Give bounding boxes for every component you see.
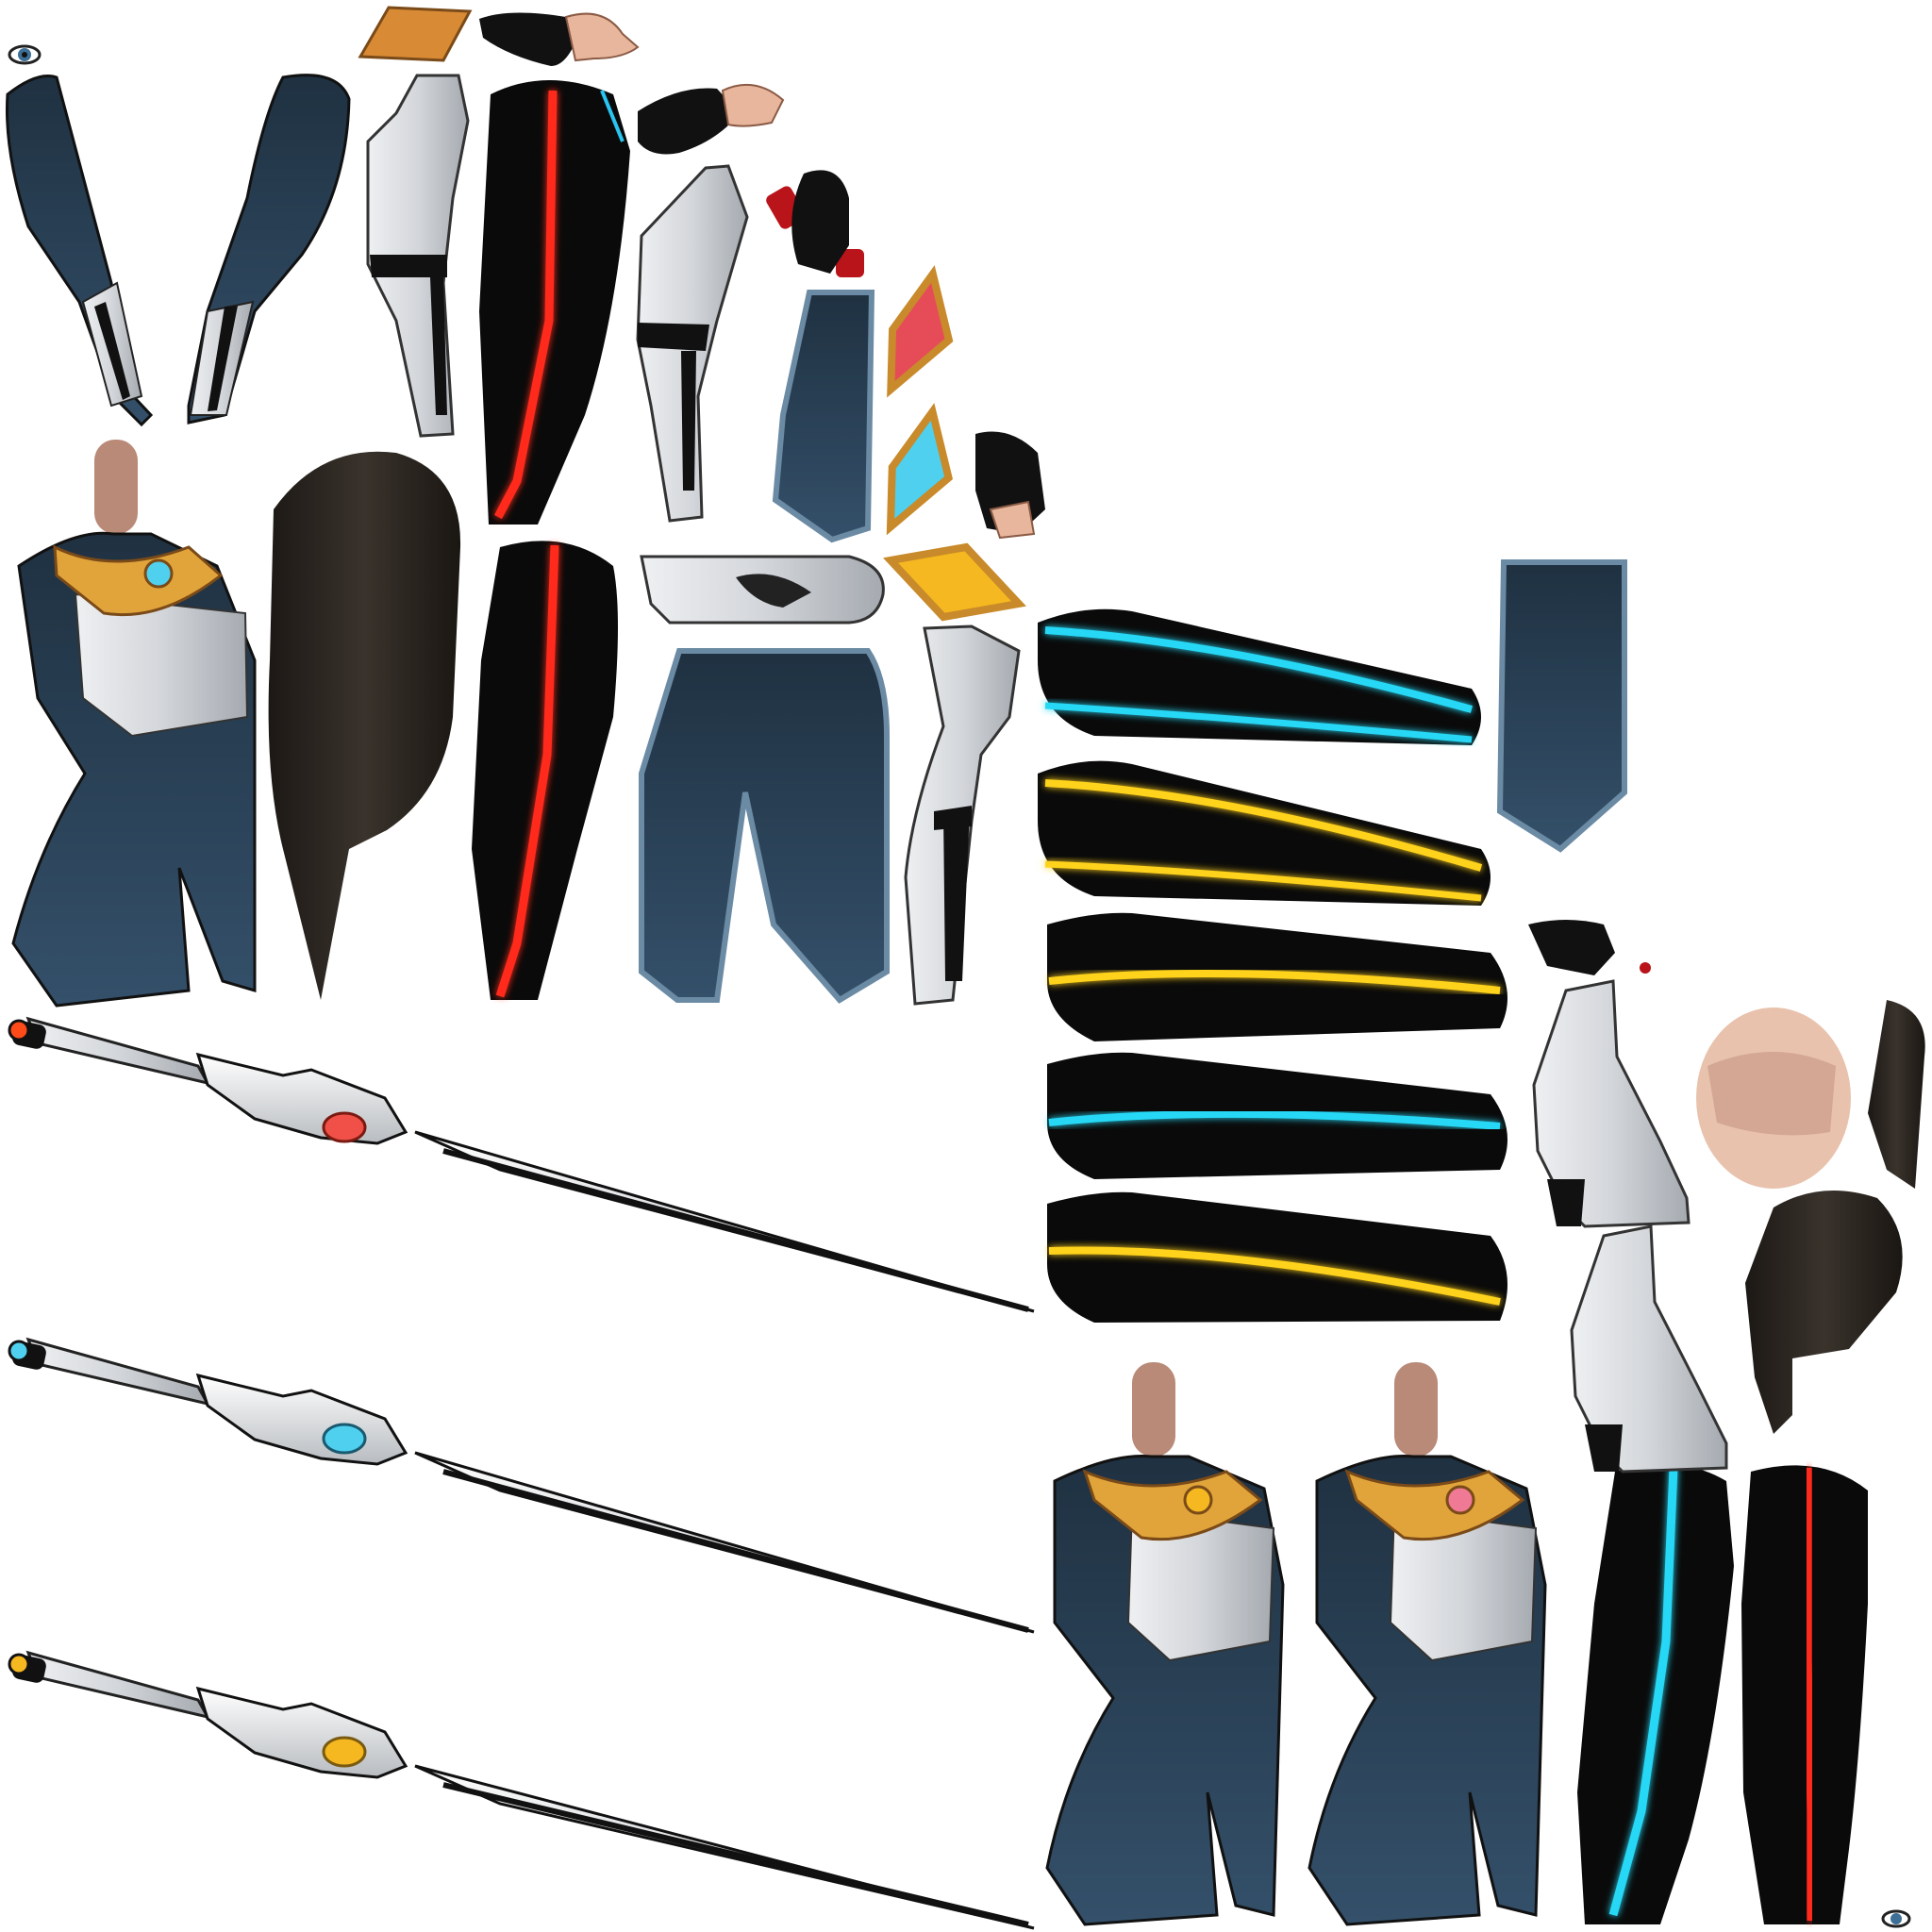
armored-leg-3: [904, 625, 1021, 1006]
torso-yellow: [1045, 1362, 1285, 1926]
legging-red-1: [479, 80, 630, 525]
sleeve-glow-cyan-1: [1038, 608, 1481, 745]
eye-icon: [1881, 1909, 1911, 1928]
hair-bangs-small: [1868, 1000, 1925, 1189]
sleeve-glow-yellow-1: [1038, 760, 1491, 906]
coat-skirt-small: [772, 290, 875, 543]
glove-fist-1: [791, 170, 849, 274]
legging-red-2: [472, 541, 618, 1000]
armored-leg-4: [640, 555, 885, 625]
hair-bangs-large: [1745, 1191, 1903, 1434]
glove-hand-mid: [638, 84, 785, 155]
armored-leg-2: [636, 164, 749, 523]
crystal-gem-yellow: [883, 542, 1026, 622]
legging-cyan: [1577, 1464, 1734, 1924]
leather-patch: [358, 6, 473, 62]
legging-red-3: [1741, 1465, 1868, 1924]
sleeve-glow-cyan-2: [1047, 1052, 1507, 1179]
face: [1696, 1008, 1851, 1189]
armored-leg-1: [366, 74, 470, 438]
hair-ponytail: [268, 451, 461, 1000]
coat-skirt-large: [639, 648, 890, 1004]
sword-red: [8, 1016, 1035, 1313]
sword-cyan: [8, 1337, 1035, 1634]
torso-pink: [1307, 1362, 1547, 1926]
torso-cyan: [11, 440, 257, 1008]
sleeve-glow-yellow-2: [1047, 912, 1507, 1041]
crystal-gem-cyan: [886, 403, 954, 536]
crystal-gem-red: [887, 265, 954, 398]
boot-2: [1570, 1224, 1728, 1474]
coat-sleeve-right: [187, 74, 351, 425]
coat-skirt-right: [1496, 559, 1627, 853]
glove-fist-2: [975, 431, 1045, 540]
glove-hand-top: [479, 12, 640, 67]
eye-icon: [8, 44, 42, 65]
boot-1: [1532, 979, 1690, 1228]
glove-fist-3: [1528, 920, 1651, 975]
sword-yellow: [8, 1650, 1035, 1930]
sleeve-glow-yellow-3: [1047, 1191, 1507, 1323]
coat-sleeve-left: [6, 75, 154, 427]
